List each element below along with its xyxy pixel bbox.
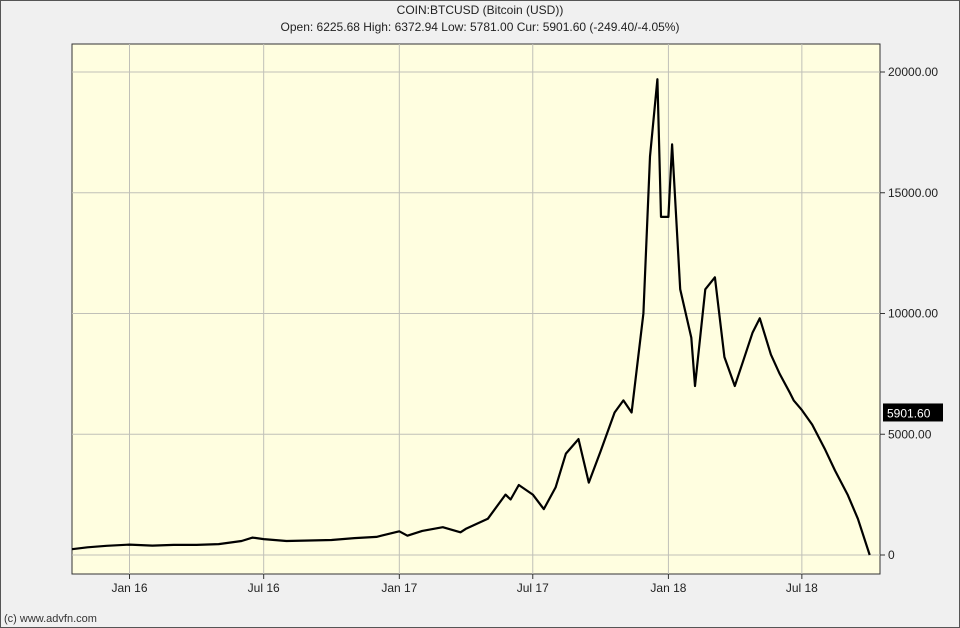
y-tick-label: 5000.00 <box>888 427 932 441</box>
plot-area <box>71 43 881 575</box>
copyright-text: (c) www.advfn.com <box>4 613 97 625</box>
x-tick-label: Jan 18 <box>650 581 686 595</box>
y-tick-label: 15000.00 <box>888 186 938 200</box>
x-tick-label: Jan 17 <box>381 581 417 595</box>
current-value-badge <box>883 403 943 422</box>
y-tick-label: 20000.00 <box>888 65 938 79</box>
x-tick-label: Jan 16 <box>111 581 147 595</box>
y-tick-label: 10000.00 <box>888 307 938 321</box>
chart-subtitle: Open: 6225.68 High: 6372.94 Low: 5781.00… <box>280 20 680 34</box>
x-tick-label: Jul 18 <box>786 581 818 595</box>
current-value-label: 5901.60 <box>887 406 931 420</box>
x-tick-label: Jul 16 <box>248 581 280 595</box>
price-line <box>71 78 871 556</box>
x-tick-label: Jul 17 <box>517 581 549 595</box>
y-tick-label: 0 <box>888 548 895 562</box>
chart-title: COIN:BTCUSD (Bitcoin (USD)) <box>396 3 564 17</box>
